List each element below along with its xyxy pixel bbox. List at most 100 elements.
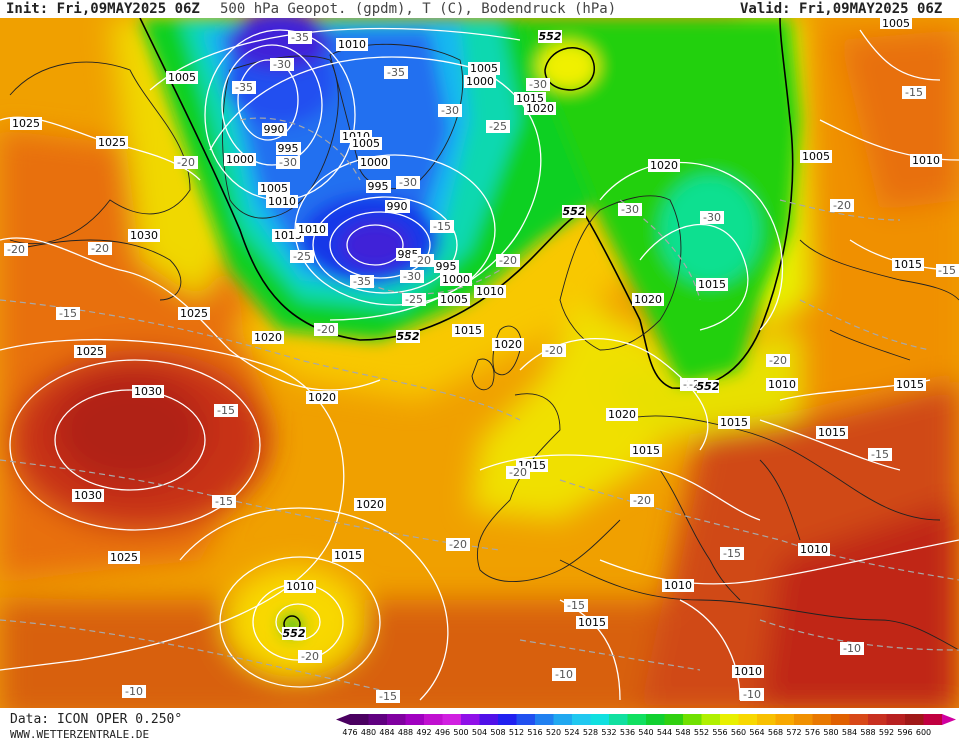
pressure-label: 1025 [178, 307, 210, 320]
pressure-label: 990 [262, 123, 287, 136]
svg-text:1010: 1010 [664, 579, 692, 592]
temperature-label: -35 [232, 81, 256, 94]
temperature-label: -35 [288, 31, 312, 44]
temperature-label: -15 [936, 264, 959, 277]
temperature-label: -30 [276, 156, 300, 169]
pressure-label: 1000 [464, 75, 496, 88]
scale-swatch [572, 714, 591, 725]
pressure-label: 1010 [732, 665, 764, 678]
temperature-label: -30 [396, 176, 420, 189]
svg-text:-20: -20 [769, 354, 787, 367]
scale-tick-label: 568 [768, 728, 783, 737]
temperature-label: -20 [542, 344, 566, 357]
pressure-label: 1020 [648, 159, 680, 172]
pressure-label: 1005 [880, 18, 912, 30]
svg-text:-30: -30 [273, 58, 291, 71]
scale-swatch [664, 714, 684, 725]
pressure-label: 1015 [816, 426, 848, 439]
scale-tick-label: 532 [601, 728, 616, 737]
svg-text:1025: 1025 [12, 117, 40, 130]
svg-text:1010: 1010 [286, 580, 314, 593]
temperature-label: -35 [350, 275, 374, 288]
scale-tick-label: 572 [786, 728, 801, 737]
scale-tick-label: 596 [897, 728, 912, 737]
pressure-label: 995 [276, 142, 301, 155]
scale-swatch [683, 714, 702, 725]
scale-swatch [738, 714, 758, 725]
pressure-label: 1020 [354, 498, 386, 511]
svg-text:1010: 1010 [338, 38, 366, 51]
svg-text:-20: -20 [301, 650, 319, 663]
scale-swatch [646, 714, 665, 725]
scale-swatch [405, 714, 425, 725]
svg-text:-15: -15 [871, 448, 889, 461]
temperature-label: -10 [740, 688, 764, 701]
pressure-label: 1010 [662, 579, 694, 592]
scale-tick-label: 540 [638, 728, 653, 737]
temperature-label: -15 [212, 495, 236, 508]
scale-tick-label: 528 [583, 728, 598, 737]
scale-tick-label: 548 [675, 728, 690, 737]
valid-time-label: Valid: Fri,09MAY2025 06Z [740, 1, 943, 17]
svg-text:-20: -20 [633, 494, 651, 507]
svg-text:1020: 1020 [608, 408, 636, 421]
pressure-label: 1015 [514, 92, 546, 105]
svg-text:-15: -15 [217, 404, 235, 417]
svg-text:1005: 1005 [260, 182, 288, 195]
pressure-label: 1020 [306, 391, 338, 404]
isobars [0, 27, 959, 701]
scale-swatch [461, 714, 480, 725]
svg-text:552: 552 [283, 627, 306, 640]
svg-text:-30: -30 [441, 104, 459, 117]
svg-text:1020: 1020 [634, 293, 662, 306]
temperature-label: -25 [486, 120, 510, 133]
svg-text:1010: 1010 [912, 154, 940, 167]
svg-text:-20: -20 [509, 466, 527, 479]
pressure-label: 995 [366, 180, 391, 193]
pressure-label: 1030 [132, 385, 164, 398]
scale-swatch [479, 714, 499, 725]
svg-text:1015: 1015 [894, 258, 922, 271]
temperature-label: -30 [438, 104, 462, 117]
pressure-label: 1030 [128, 229, 160, 242]
contour-552 [139, 18, 794, 389]
pressure-label: 1010 [336, 38, 368, 51]
pressure-label: 1005 [258, 182, 290, 195]
svg-text:1020: 1020 [308, 391, 336, 404]
svg-text:1005: 1005 [470, 62, 498, 75]
pressure-label: 1010 [266, 195, 298, 208]
svg-text:1020: 1020 [494, 338, 522, 351]
pressure-label: 1000 [358, 156, 390, 169]
scale-swatch [553, 714, 573, 725]
pressure-label: 1020 [524, 102, 556, 115]
svg-text:-20: -20 [91, 242, 109, 255]
temperature-label: -20 [4, 243, 28, 256]
svg-text:1000: 1000 [442, 273, 470, 286]
scale-tick-label: 584 [842, 728, 857, 737]
scale-swatch [516, 714, 536, 725]
pressure-label: 1030 [72, 489, 104, 502]
svg-text:990: 990 [264, 123, 285, 136]
pressure-label: 1015 [892, 258, 924, 271]
svg-text:1010: 1010 [268, 195, 296, 208]
scale-tick-label: 592 [879, 728, 894, 737]
svg-text:1000: 1000 [466, 75, 494, 88]
svg-text:-15: -15 [567, 599, 585, 612]
svg-text:995: 995 [368, 180, 389, 193]
weather-map-canvas: 1010 1005 1025 1025 990 995 1000 1005 10… [0, 18, 959, 708]
scale-tick-label: 524 [564, 728, 579, 737]
svg-text:-20: -20 [413, 254, 431, 267]
height-label: 552 [282, 627, 306, 640]
svg-text:995: 995 [278, 142, 299, 155]
svg-text:1015: 1015 [818, 426, 846, 439]
scale-tick-label: 504 [472, 728, 487, 737]
scale-swatch [831, 714, 850, 725]
scale-tick-label: 500 [453, 728, 468, 737]
init-time-label: Init: Fri,09MAY2025 06Z [6, 1, 200, 17]
scale-tick-label: 560 [731, 728, 746, 737]
svg-text:-35: -35 [235, 81, 253, 94]
temperature-label: -20 [630, 494, 654, 507]
svg-text:-25: -25 [405, 293, 423, 306]
scale-swatch [868, 714, 887, 725]
svg-text:-30: -30 [703, 211, 721, 224]
